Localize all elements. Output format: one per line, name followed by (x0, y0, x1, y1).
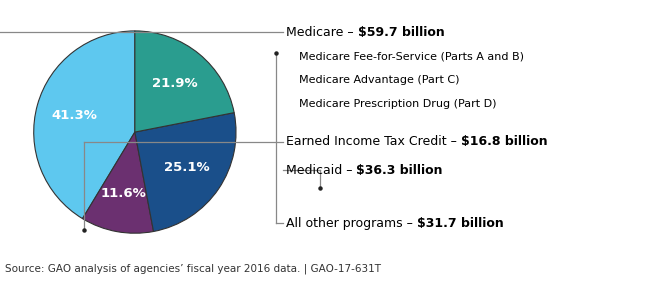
Text: 11.6%: 11.6% (101, 187, 146, 200)
Text: Medicare –: Medicare – (286, 26, 358, 39)
Wedge shape (83, 132, 153, 233)
Text: 21.9%: 21.9% (152, 77, 198, 90)
Text: $36.3 billion: $36.3 billion (356, 164, 443, 176)
Text: Source: GAO analysis of agencies’ fiscal year 2016 data. | GAO-17-631T: Source: GAO analysis of agencies’ fiscal… (5, 263, 381, 274)
Wedge shape (135, 31, 234, 132)
Text: $16.8 billion: $16.8 billion (461, 135, 547, 148)
Text: 25.1%: 25.1% (164, 161, 209, 174)
Text: $59.7 billion: $59.7 billion (358, 26, 445, 39)
Wedge shape (34, 31, 135, 219)
Text: Medicaid –: Medicaid – (286, 164, 356, 176)
Text: Earned Income Tax Credit –: Earned Income Tax Credit – (286, 135, 461, 148)
Text: 41.3%: 41.3% (51, 109, 98, 122)
Text: Medicare Prescription Drug (Part D): Medicare Prescription Drug (Part D) (299, 99, 497, 109)
Text: Medicare Fee-for-Service (Parts A and B): Medicare Fee-for-Service (Parts A and B) (299, 51, 524, 61)
Text: $31.7 billion: $31.7 billion (417, 217, 504, 230)
Text: All other programs –: All other programs – (286, 217, 417, 230)
Text: Medicare Advantage (Part C): Medicare Advantage (Part C) (299, 75, 460, 85)
Wedge shape (135, 113, 236, 232)
